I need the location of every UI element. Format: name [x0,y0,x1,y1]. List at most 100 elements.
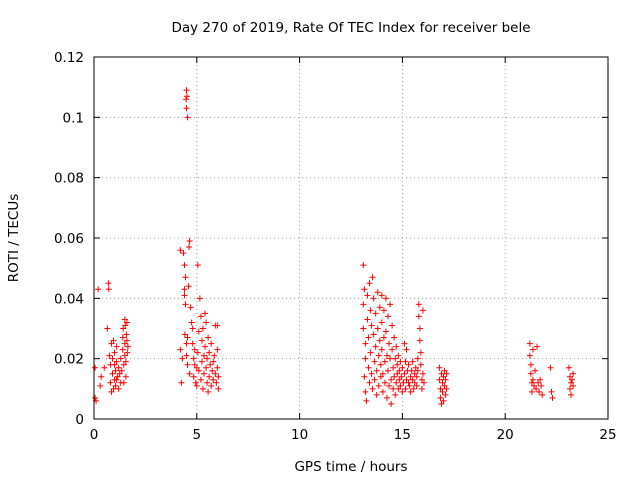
data-point [121,340,128,347]
data-point [370,295,377,302]
data-point [528,379,535,386]
data-point [178,379,185,386]
data-point [113,376,120,383]
data-point [112,382,119,389]
data-point [440,373,447,380]
y-tick-label: 0 [75,412,84,428]
data-point [530,382,537,389]
data-point [197,313,204,320]
data-point [527,370,534,377]
data-point [535,379,542,386]
data-point [177,346,184,353]
data-point [383,394,390,401]
data-point [538,382,545,389]
data-point [377,361,384,368]
data-point [413,373,420,380]
data-point [567,379,574,386]
data-point [190,355,197,362]
data-point [212,370,219,377]
data-point [92,364,99,371]
data-point [369,274,376,281]
data-point [183,105,190,112]
data-point [108,340,115,347]
data-point [396,376,403,383]
data-point [570,370,577,377]
data-point [397,382,404,389]
data-point [182,301,189,308]
data-point [190,373,197,380]
data-point [378,292,385,299]
data-point [215,385,222,392]
data-point [183,87,190,94]
data-point [208,340,215,347]
data-point [124,349,131,356]
data-point [199,325,206,332]
data-point [211,352,218,359]
data-point [376,304,383,311]
data-point [534,343,541,350]
data-point [406,382,413,389]
data-point [438,370,445,377]
data-point [393,379,400,386]
data-point [181,286,188,293]
data-point [547,364,554,371]
data-point [113,358,120,365]
data-point [394,370,401,377]
data-point [415,313,422,320]
data-point [403,376,410,383]
data-point [204,355,211,362]
data-point [443,370,450,377]
data-point [370,331,377,338]
data-point [194,349,201,356]
data-point [107,379,114,386]
data-point [373,367,380,374]
data-point [183,93,190,100]
data-point [120,379,127,386]
data-point [115,385,122,392]
data-point [395,352,402,359]
data-point [394,361,401,368]
y-tick-label: 0.06 [54,231,84,247]
data-point [181,292,188,299]
data-point [383,352,390,359]
data-point [441,382,448,389]
data-point [123,319,130,326]
data-point [210,358,217,365]
data-point [122,322,129,329]
data-point [203,319,210,326]
data-point [177,247,184,254]
data-point [567,391,574,398]
data-point [183,96,190,103]
data-point [205,334,212,341]
data-point [191,361,198,368]
data-point [106,352,113,359]
data-point [392,355,399,362]
data-point [122,358,129,365]
data-point [415,301,422,308]
data-point [529,346,536,353]
data-point [104,325,111,332]
data-point [414,367,421,374]
data-point [374,289,381,296]
data-point [362,355,369,362]
data-point [400,379,407,386]
data-point [195,367,202,374]
data-point [367,307,374,314]
data-point [360,325,367,332]
data-point [417,349,424,356]
data-point [366,379,373,386]
data-point [526,340,533,347]
data-point [116,370,123,377]
data-point [361,286,368,293]
data-point [182,274,189,281]
data-point [409,376,416,383]
data-point [180,250,187,257]
data-point [380,307,387,314]
data-point [123,331,130,338]
data-point [413,382,420,389]
data-point [418,376,425,383]
data-point [208,382,215,389]
data-point [387,355,394,362]
data-point [362,340,369,347]
